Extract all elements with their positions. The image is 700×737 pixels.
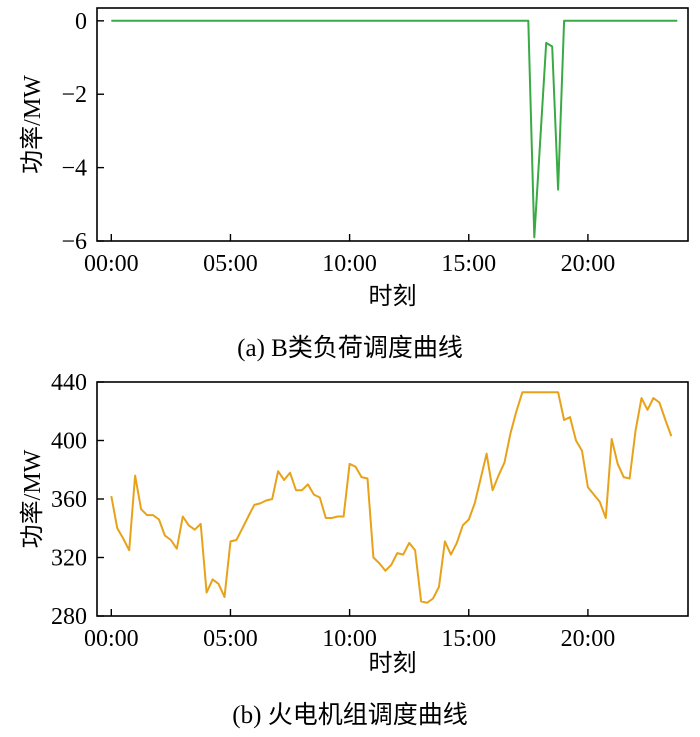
chart-a: 0 −2 −4 −600:00 05:00 10:00 15:00 20:00 时刻 功率/MW (… [19, 7, 689, 362]
y-tick-label: 360 [51, 487, 87, 513]
plot-frame [96, 381, 689, 617]
x-tick-label: 15:00 [441, 251, 496, 277]
x-axis-title: 时刻 [369, 650, 417, 677]
series-line [110, 391, 673, 604]
x-tick-label: 00:00 [84, 626, 139, 652]
x-tick-label: 05:00 [203, 251, 258, 277]
y-tick-label: 280 [51, 604, 87, 630]
y-tick-label: −4 [61, 156, 87, 182]
y-tick-label: 400 [51, 429, 87, 455]
x-tick-label: 20:00 [561, 626, 616, 652]
chart-caption: (b) 火电机组调度曲线 [232, 701, 467, 729]
series-line [111, 19, 678, 239]
y-tick-label: 0 [75, 9, 87, 35]
x-tick-label: 10:00 [322, 626, 377, 652]
y-axis-title: 功率/MW [19, 75, 46, 174]
x-tick-label: 10:00 [322, 251, 377, 277]
y-tick-label: −6 [61, 229, 87, 255]
x-tick-label: 00:00 [84, 251, 139, 277]
y-tick-label: −2 [61, 82, 87, 108]
y-tick-label: 320 [51, 546, 87, 572]
x-tick-label: 15:00 [441, 626, 496, 652]
plot-frame [96, 7, 689, 242]
y-axis-title: 功率/MW [19, 449, 46, 548]
x-tick-label: 05:00 [203, 626, 258, 652]
chart-caption: (a) B类负荷调度曲线 [237, 334, 463, 362]
x-axis-title: 时刻 [369, 283, 417, 310]
y-tick-label: 440 [51, 370, 87, 396]
x-tick-label: 20:00 [561, 251, 616, 277]
